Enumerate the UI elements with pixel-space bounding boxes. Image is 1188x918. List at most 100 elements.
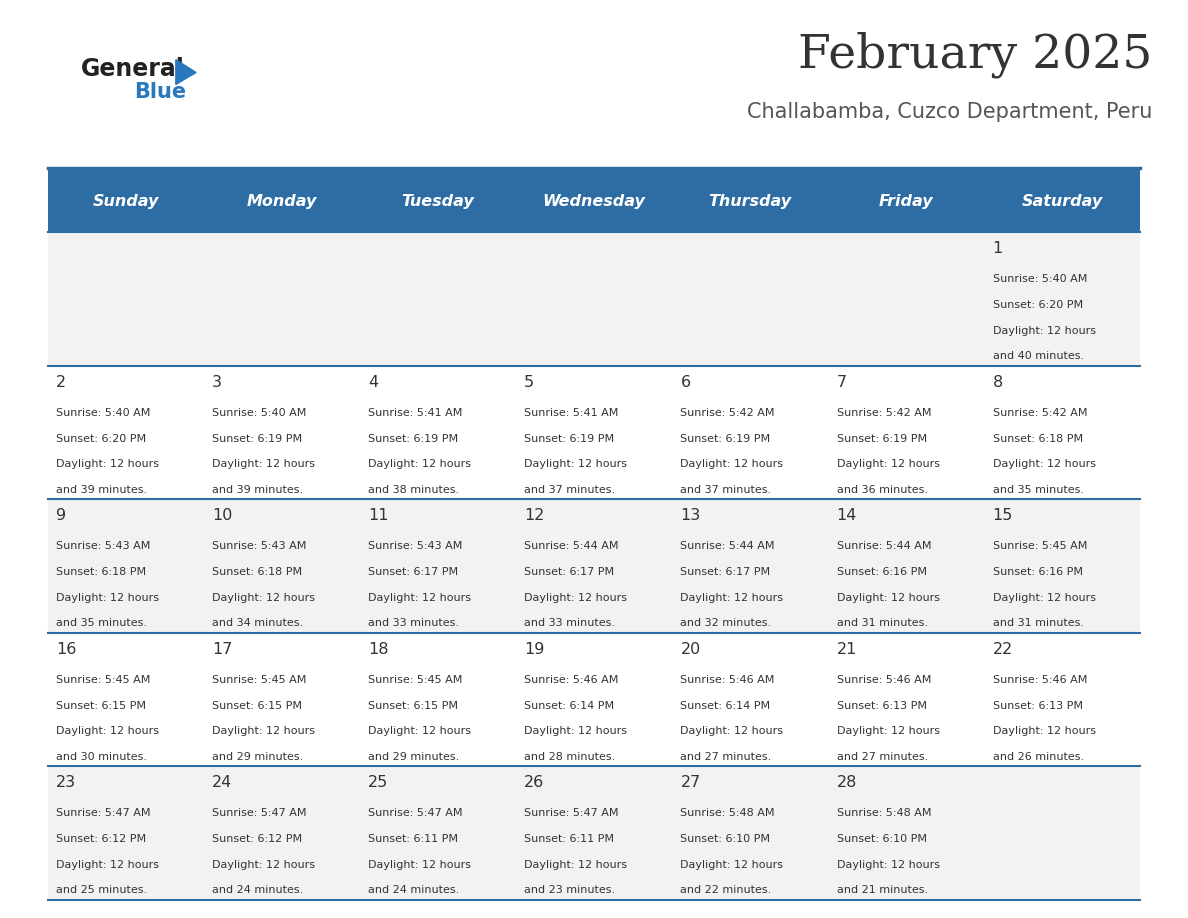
Text: Sunset: 6:10 PM: Sunset: 6:10 PM xyxy=(681,834,770,844)
Text: Sunrise: 5:41 AM: Sunrise: 5:41 AM xyxy=(368,408,462,418)
Text: Daylight: 12 hours: Daylight: 12 hours xyxy=(524,859,627,869)
Text: Sunrise: 5:44 AM: Sunrise: 5:44 AM xyxy=(524,542,619,552)
Text: Sunset: 6:10 PM: Sunset: 6:10 PM xyxy=(836,834,927,844)
Text: Sunrise: 5:43 AM: Sunrise: 5:43 AM xyxy=(211,542,307,552)
Text: Daylight: 12 hours: Daylight: 12 hours xyxy=(993,326,1095,336)
Text: Sunrise: 5:46 AM: Sunrise: 5:46 AM xyxy=(681,675,775,685)
Text: Sunset: 6:14 PM: Sunset: 6:14 PM xyxy=(681,700,771,711)
Text: 22: 22 xyxy=(993,642,1013,657)
Text: and 21 minutes.: and 21 minutes. xyxy=(836,885,928,895)
Text: 4: 4 xyxy=(368,375,378,390)
Text: Sunset: 6:11 PM: Sunset: 6:11 PM xyxy=(368,834,459,844)
Text: and 33 minutes.: and 33 minutes. xyxy=(524,619,615,628)
Text: Daylight: 12 hours: Daylight: 12 hours xyxy=(681,593,783,603)
Bar xyxy=(48,633,1140,767)
Text: Daylight: 12 hours: Daylight: 12 hours xyxy=(56,859,159,869)
Text: Sunrise: 5:44 AM: Sunrise: 5:44 AM xyxy=(836,542,931,552)
Text: 14: 14 xyxy=(836,509,857,523)
Text: 3: 3 xyxy=(211,375,222,390)
Text: Sunrise: 5:47 AM: Sunrise: 5:47 AM xyxy=(368,809,462,818)
Text: and 22 minutes.: and 22 minutes. xyxy=(681,885,772,895)
Text: 7: 7 xyxy=(836,375,847,390)
Text: 20: 20 xyxy=(681,642,701,657)
Text: Sunset: 6:12 PM: Sunset: 6:12 PM xyxy=(56,834,146,844)
Text: Sunrise: 5:40 AM: Sunrise: 5:40 AM xyxy=(993,274,1087,285)
Text: and 30 minutes.: and 30 minutes. xyxy=(56,752,147,762)
Text: 19: 19 xyxy=(524,642,544,657)
Text: Sunrise: 5:43 AM: Sunrise: 5:43 AM xyxy=(56,542,150,552)
Text: Daylight: 12 hours: Daylight: 12 hours xyxy=(681,459,783,469)
Text: 12: 12 xyxy=(524,509,544,523)
Text: and 39 minutes.: and 39 minutes. xyxy=(211,485,303,495)
Text: Daylight: 12 hours: Daylight: 12 hours xyxy=(681,859,783,869)
Text: 28: 28 xyxy=(836,776,857,790)
Text: 5: 5 xyxy=(524,375,535,390)
Text: Sunset: 6:12 PM: Sunset: 6:12 PM xyxy=(211,834,302,844)
Text: Sunrise: 5:47 AM: Sunrise: 5:47 AM xyxy=(524,809,619,818)
Text: Sunrise: 5:45 AM: Sunrise: 5:45 AM xyxy=(211,675,307,685)
Text: Sunset: 6:20 PM: Sunset: 6:20 PM xyxy=(993,300,1082,310)
Text: Daylight: 12 hours: Daylight: 12 hours xyxy=(993,593,1095,603)
Text: Thursday: Thursday xyxy=(708,194,791,208)
Text: Daylight: 12 hours: Daylight: 12 hours xyxy=(211,726,315,736)
Bar xyxy=(48,232,1140,365)
Text: Sunrise: 5:48 AM: Sunrise: 5:48 AM xyxy=(681,809,775,818)
Text: 1: 1 xyxy=(993,241,1003,256)
Text: Daylight: 12 hours: Daylight: 12 hours xyxy=(368,593,472,603)
Text: Daylight: 12 hours: Daylight: 12 hours xyxy=(368,859,472,869)
Text: Sunset: 6:15 PM: Sunset: 6:15 PM xyxy=(56,700,146,711)
Text: Sunrise: 5:45 AM: Sunrise: 5:45 AM xyxy=(993,542,1087,552)
Text: Sunset: 6:14 PM: Sunset: 6:14 PM xyxy=(524,700,614,711)
Text: 13: 13 xyxy=(681,509,701,523)
Text: and 40 minutes.: and 40 minutes. xyxy=(993,352,1083,362)
Text: Daylight: 12 hours: Daylight: 12 hours xyxy=(211,459,315,469)
Text: Daylight: 12 hours: Daylight: 12 hours xyxy=(524,726,627,736)
Text: 11: 11 xyxy=(368,509,388,523)
Text: Daylight: 12 hours: Daylight: 12 hours xyxy=(836,726,940,736)
Text: and 27 minutes.: and 27 minutes. xyxy=(836,752,928,762)
Text: and 35 minutes.: and 35 minutes. xyxy=(993,485,1083,495)
Text: Sunrise: 5:41 AM: Sunrise: 5:41 AM xyxy=(524,408,619,418)
Text: Sunrise: 5:42 AM: Sunrise: 5:42 AM xyxy=(993,408,1087,418)
Text: and 28 minutes.: and 28 minutes. xyxy=(524,752,615,762)
Text: and 37 minutes.: and 37 minutes. xyxy=(524,485,615,495)
Bar xyxy=(48,170,1140,232)
Text: and 31 minutes.: and 31 minutes. xyxy=(993,619,1083,628)
Text: and 38 minutes.: and 38 minutes. xyxy=(368,485,460,495)
Text: and 36 minutes.: and 36 minutes. xyxy=(836,485,928,495)
Text: and 33 minutes.: and 33 minutes. xyxy=(368,619,459,628)
Text: and 34 minutes.: and 34 minutes. xyxy=(211,619,303,628)
Text: Sunrise: 5:46 AM: Sunrise: 5:46 AM xyxy=(524,675,619,685)
Text: and 25 minutes.: and 25 minutes. xyxy=(56,885,147,895)
Text: 25: 25 xyxy=(368,776,388,790)
Text: 27: 27 xyxy=(681,776,701,790)
Text: Sunrise: 5:40 AM: Sunrise: 5:40 AM xyxy=(211,408,307,418)
Text: 26: 26 xyxy=(524,776,544,790)
Text: Sunrise: 5:46 AM: Sunrise: 5:46 AM xyxy=(993,675,1087,685)
Text: Daylight: 12 hours: Daylight: 12 hours xyxy=(56,459,159,469)
Text: Sunrise: 5:48 AM: Sunrise: 5:48 AM xyxy=(836,809,931,818)
Text: and 29 minutes.: and 29 minutes. xyxy=(368,752,460,762)
Text: Daylight: 12 hours: Daylight: 12 hours xyxy=(56,593,159,603)
Text: and 31 minutes.: and 31 minutes. xyxy=(836,619,928,628)
Text: and 32 minutes.: and 32 minutes. xyxy=(681,619,771,628)
Text: and 24 minutes.: and 24 minutes. xyxy=(211,885,303,895)
Text: Sunset: 6:19 PM: Sunset: 6:19 PM xyxy=(211,433,302,443)
Text: Sunset: 6:18 PM: Sunset: 6:18 PM xyxy=(211,567,302,577)
Text: Daylight: 12 hours: Daylight: 12 hours xyxy=(524,459,627,469)
Text: Daylight: 12 hours: Daylight: 12 hours xyxy=(836,459,940,469)
Text: Sunrise: 5:42 AM: Sunrise: 5:42 AM xyxy=(681,408,775,418)
Text: and 39 minutes.: and 39 minutes. xyxy=(56,485,147,495)
Text: Sunset: 6:18 PM: Sunset: 6:18 PM xyxy=(993,433,1082,443)
Text: Daylight: 12 hours: Daylight: 12 hours xyxy=(836,859,940,869)
Text: Sunset: 6:18 PM: Sunset: 6:18 PM xyxy=(56,567,146,577)
Text: 21: 21 xyxy=(836,642,857,657)
Text: Saturday: Saturday xyxy=(1022,194,1102,208)
Text: Challabamba, Cuzco Department, Peru: Challabamba, Cuzco Department, Peru xyxy=(747,102,1152,122)
Text: and 26 minutes.: and 26 minutes. xyxy=(993,752,1083,762)
Text: Daylight: 12 hours: Daylight: 12 hours xyxy=(524,593,627,603)
Text: Daylight: 12 hours: Daylight: 12 hours xyxy=(211,859,315,869)
Text: Sunrise: 5:43 AM: Sunrise: 5:43 AM xyxy=(368,542,462,552)
Text: 18: 18 xyxy=(368,642,388,657)
Text: and 23 minutes.: and 23 minutes. xyxy=(524,885,615,895)
